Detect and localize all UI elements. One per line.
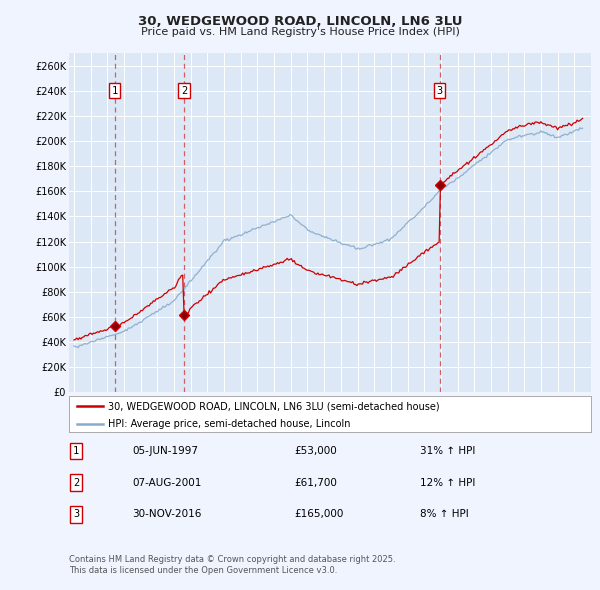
Text: 30, WEDGEWOOD ROAD, LINCOLN, LN6 3LU: 30, WEDGEWOOD ROAD, LINCOLN, LN6 3LU — [138, 15, 462, 28]
Text: 31% ↑ HPI: 31% ↑ HPI — [420, 447, 475, 456]
Text: 12% ↑ HPI: 12% ↑ HPI — [420, 478, 475, 487]
Text: This data is licensed under the Open Government Licence v3.0.: This data is licensed under the Open Gov… — [69, 566, 337, 575]
Text: 2: 2 — [181, 86, 187, 96]
Text: 3: 3 — [436, 86, 443, 96]
Text: 3: 3 — [73, 510, 79, 519]
Text: Price paid vs. HM Land Registry's House Price Index (HPI): Price paid vs. HM Land Registry's House … — [140, 27, 460, 37]
Text: £61,700: £61,700 — [294, 478, 337, 487]
Text: HPI: Average price, semi-detached house, Lincoln: HPI: Average price, semi-detached house,… — [108, 419, 350, 429]
Text: £53,000: £53,000 — [294, 447, 337, 456]
Text: 30-NOV-2016: 30-NOV-2016 — [132, 510, 202, 519]
Text: 05-JUN-1997: 05-JUN-1997 — [132, 447, 198, 456]
Text: 30, WEDGEWOOD ROAD, LINCOLN, LN6 3LU (semi-detached house): 30, WEDGEWOOD ROAD, LINCOLN, LN6 3LU (se… — [108, 401, 440, 411]
Text: £165,000: £165,000 — [294, 510, 343, 519]
Text: 1: 1 — [112, 86, 118, 96]
Text: 1: 1 — [73, 447, 79, 456]
Text: 07-AUG-2001: 07-AUG-2001 — [132, 478, 202, 487]
Text: 2: 2 — [73, 478, 79, 487]
Text: Contains HM Land Registry data © Crown copyright and database right 2025.: Contains HM Land Registry data © Crown c… — [69, 555, 395, 563]
Text: 8% ↑ HPI: 8% ↑ HPI — [420, 510, 469, 519]
